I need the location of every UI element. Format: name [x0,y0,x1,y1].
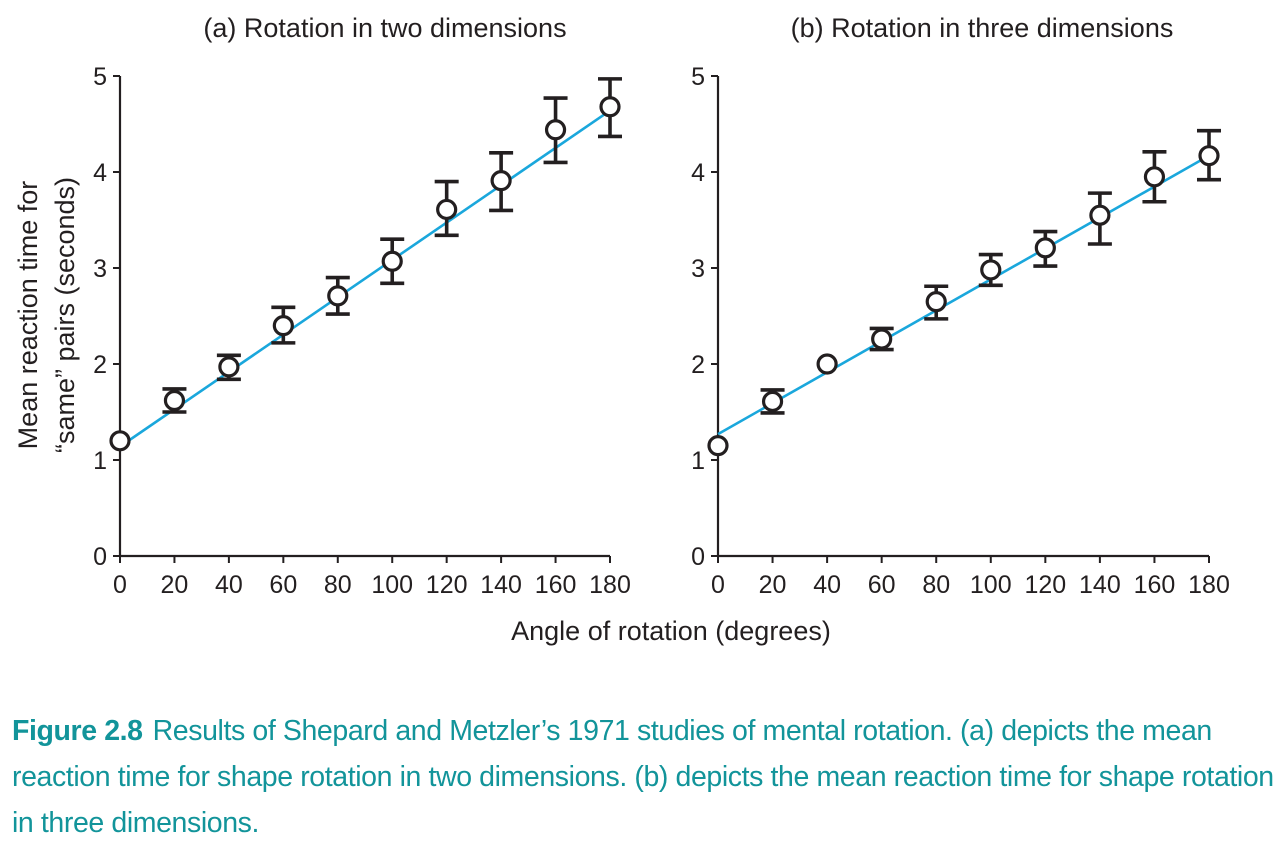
y-axis-label-line2: “same” pairs (seconds) [50,177,80,453]
panel-a-x-tick-label: 140 [480,571,522,599]
figure-caption-text: Results of Shepard and Metzler’s 1971 st… [12,715,1274,839]
panel-b-data-point [707,435,729,457]
figure-caption-label: Figure 2.8 [12,715,143,747]
panel-a-y-tick-label: 2 [93,351,107,379]
panel-a-chart: (a) Rotation in two dimensions Mean reac… [13,13,631,599]
panel-b-data-point [925,291,947,313]
panel-b-fit-line [717,154,1210,436]
panel-b-x-tick-label: 140 [1079,571,1121,599]
panel-b-x-tick-label: 160 [1134,571,1176,599]
panel-a-x-tick-label: 60 [269,571,297,599]
panel-b-y-tick-label: 3 [691,255,705,283]
panel-b-data-point [980,259,1002,281]
panel-b-x-tick-label: 20 [759,571,787,599]
panel-b-y-tick-label: 2 [691,351,705,379]
panel-a-y-tick-label: 0 [93,543,107,571]
panel-a-x-tick-label: 40 [215,571,243,599]
panel-a-data-point [109,430,131,452]
panel-a-data-point [381,250,403,272]
panel-a-data-point [490,170,512,192]
panel-b-data-point [1143,166,1166,188]
panel-a-x-tick-label: 180 [589,571,631,599]
panel-b-x-tick-label: 0 [711,571,725,599]
panel-b-data-point [761,390,784,413]
panel-b-plot-area: 0 1 2 3 4 5 0 20 40 60 80 100 120 140 160 180 [691,63,1230,599]
panel-b-x-tick-label: 40 [813,571,841,599]
panel-b-y-tick-label: 5 [691,63,705,91]
panel-a-data-point [218,356,240,378]
panel-a-y-tick-label: 4 [93,159,107,187]
panel-b-y-tick-label: 1 [691,447,705,475]
panel-b-chart: (b) Rotation in three dimensions 0123450… [691,13,1230,599]
panel-b-y-tick-label: 4 [691,159,705,187]
panel-a-data-point [163,389,186,412]
panel-a-data-point [436,198,458,221]
y-axis-label-line1: Mean reaction time for [13,181,43,450]
x-axis-label: Angle of rotation (degrees) [511,616,831,646]
panel-a-data-point [544,119,567,141]
panel-b-x-tick-label: 180 [1188,571,1230,599]
panel-a-fit-line [119,109,611,448]
panel-a-y-tick-label: 5 [93,63,107,91]
panel-b-x-tick-label: 80 [922,571,950,599]
panel-b-data-point [871,328,893,350]
panel-a-title: (a) Rotation in two dimensions [203,13,566,43]
panel-a-y-tick-label: 1 [93,447,107,475]
panel-a-data-point [272,315,294,337]
figure-caption: Figure 2.8 Results of Shepard and Metzler… [12,708,1274,846]
panel-a-x-tick-label: 120 [426,571,468,599]
panel-b-title: (b) Rotation in three dimensions [791,13,1174,43]
panel-a-x-tick-label: 80 [324,571,352,599]
panel-a-plot-area: 0 1 2 3 4 5 0 20 40 60 80 100 120 140 160 180 [93,63,631,599]
panel-b-x-tick-label: 120 [1024,571,1066,599]
panel-a-y-tick-label: 3 [93,255,107,283]
panel-b-x-tick-label: 60 [868,571,896,599]
panel-b-data-point [1034,237,1056,259]
panel-a-x-tick-label: 0 [113,571,127,599]
panel-b-data-point [1089,204,1111,226]
panel-b-data-point [1198,145,1220,167]
panel-a-x-tick-label: 20 [161,571,189,599]
panel-a-data-point [327,285,349,307]
panel-b-x-tick-label: 100 [970,571,1012,599]
panel-b-y-tick-label: 0 [691,543,705,571]
panel-b-data-point [816,353,838,375]
panel-a-x-tick-label: 100 [371,571,413,599]
panel-a-data-point [599,96,621,118]
panel-a-x-tick-label: 160 [535,571,577,599]
